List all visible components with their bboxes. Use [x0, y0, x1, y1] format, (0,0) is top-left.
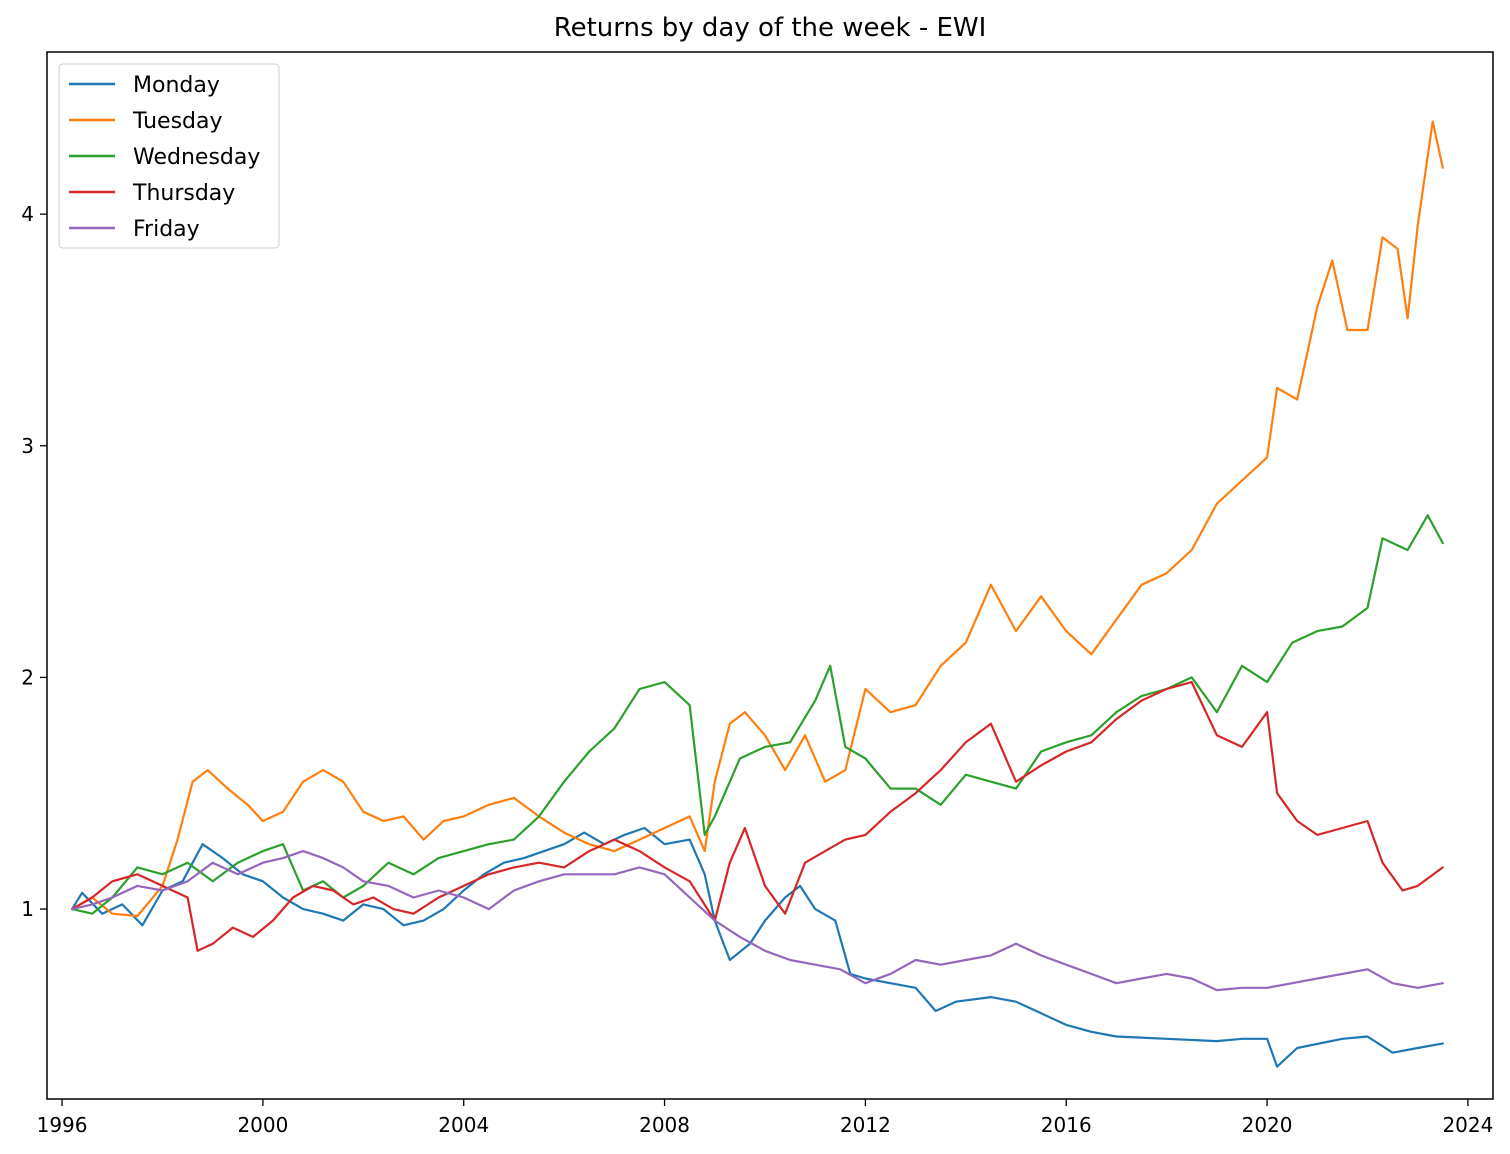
- chart-title: Returns by day of the week - EWI: [554, 13, 987, 43]
- plot-area-frame: [46, 51, 1494, 1100]
- series-line-tuesday: [71, 120, 1444, 918]
- y-tick-label: 3: [21, 434, 34, 458]
- x-tick-label: 2016: [1041, 1113, 1092, 1137]
- legend-label-friday: Friday: [133, 217, 200, 242]
- series-line-wednesday: [71, 514, 1444, 915]
- y-tick-label: 2: [21, 665, 34, 689]
- x-tick-label: 2020: [1242, 1113, 1293, 1137]
- x-axis: 1996 2000 2004 2008 2012 2016 2020 2024: [37, 1099, 1493, 1137]
- legend-label-tuesday: Tuesday: [132, 109, 223, 134]
- x-tick-label: 2008: [639, 1113, 690, 1137]
- y-tick-label: 1: [21, 897, 34, 921]
- x-tick-label: 1996: [37, 1113, 88, 1137]
- x-tick-label: 2024: [1442, 1113, 1493, 1137]
- series-line-monday: [71, 826, 1444, 1068]
- y-axis: 1 2 3 4: [21, 202, 47, 921]
- legend-label-monday: Monday: [133, 73, 220, 98]
- x-tick-label: 2000: [237, 1113, 288, 1137]
- x-tick-label: 2004: [438, 1113, 489, 1137]
- series-line-friday: [71, 850, 1444, 992]
- series-line-thursday: [71, 681, 1444, 952]
- series-layer: [71, 120, 1444, 1068]
- legend-label-thursday: Thursday: [132, 181, 235, 206]
- legend-frame: [58, 63, 280, 249]
- y-tick-label: 4: [21, 202, 34, 226]
- legend: Monday Tuesday Wednesday Thursday Friday: [58, 63, 280, 249]
- legend-label-wednesday: Wednesday: [133, 145, 260, 170]
- x-tick-label: 2012: [840, 1113, 891, 1137]
